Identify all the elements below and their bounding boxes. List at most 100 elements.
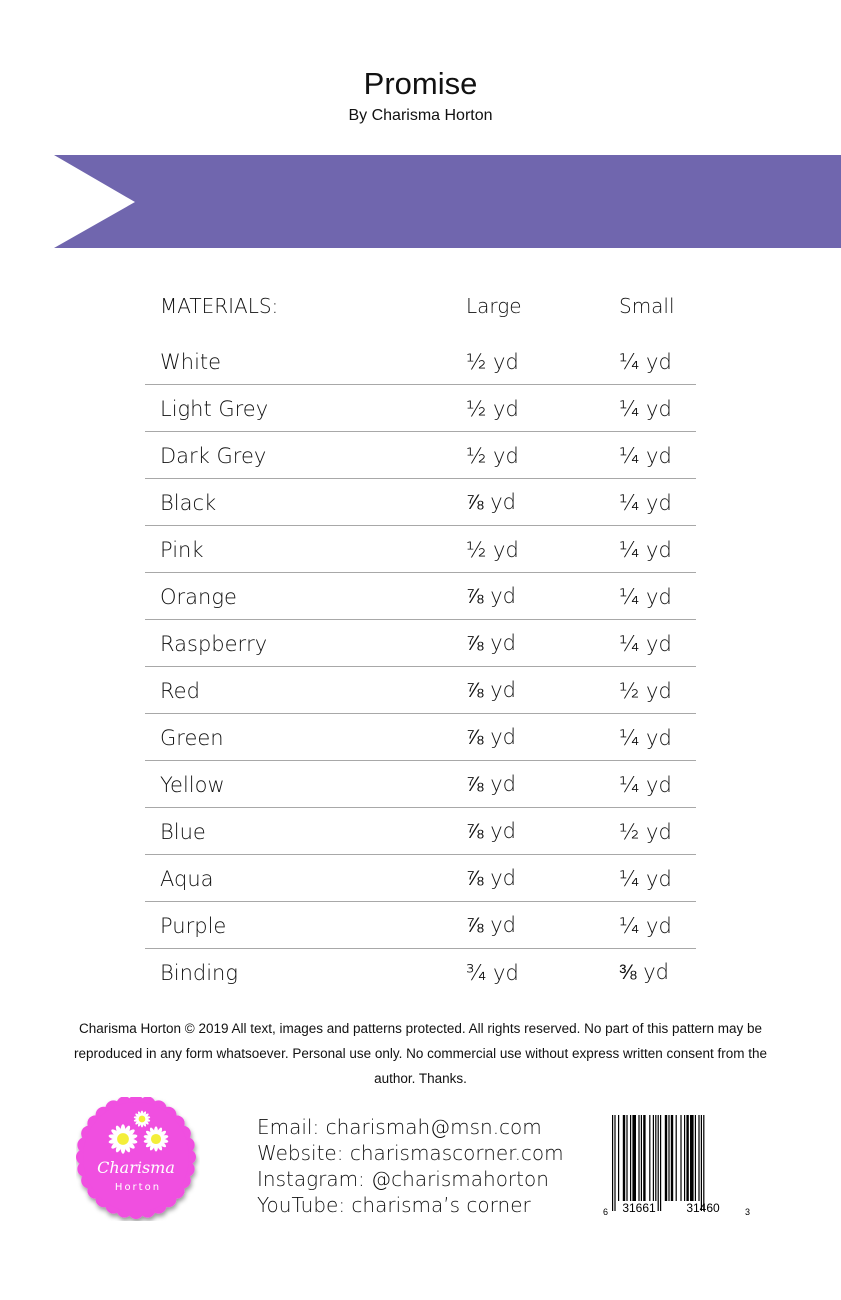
svg-text:Charisma: Charisma: [97, 1158, 175, 1177]
barcode-bar: [675, 1115, 677, 1201]
contact-website: Website: charismascorner.com: [257, 1141, 564, 1165]
barcode-bar: [703, 1115, 705, 1211]
large-amount: ⅞ yd: [466, 490, 516, 514]
barcode-bar: [655, 1115, 657, 1201]
large-amount: ⅞ yd: [466, 631, 516, 655]
table-row: Red ⅞ yd ½ yd: [145, 667, 696, 714]
small-amount: ½ yd: [619, 679, 672, 703]
small-amount: ½ yd: [619, 820, 672, 844]
pattern-title: Promise: [363, 66, 478, 101]
material-name: Black: [160, 491, 217, 515]
table-row: Black ⅞ yd ¼ yd: [145, 479, 696, 526]
large-amount: ⅞ yd: [466, 913, 516, 937]
barcode-digit-last: 3: [745, 1207, 750, 1217]
barcode-bar: [700, 1115, 702, 1211]
material-name: Green: [160, 726, 224, 750]
material-name: Binding: [160, 961, 238, 985]
copyright-notice: Charisma Horton © 2019 All text, images …: [73, 1021, 768, 1086]
small-amount: ¼ yd: [619, 491, 672, 515]
material-name: Blue: [160, 820, 206, 844]
material-name: Dark Grey: [160, 444, 267, 468]
table-row: Dark Grey ½ yd ¼ yd: [145, 432, 696, 479]
small-amount: ¼ yd: [619, 350, 672, 374]
table-row: White ½ yd ¼ yd: [145, 338, 696, 385]
material-name: Aqua: [160, 867, 214, 891]
small-amount: ¼ yd: [619, 538, 672, 562]
barcode-bar: [670, 1115, 674, 1201]
small-amount: ¼ yd: [619, 632, 672, 656]
barcode-bar: [626, 1115, 628, 1201]
barcode-digits-right: 31460: [686, 1201, 720, 1215]
table-row: Pink ½ yd ¼ yd: [145, 526, 696, 573]
barcode-bar: [632, 1115, 636, 1201]
table-row: Blue ⅞ yd ½ yd: [145, 808, 696, 855]
barcode: 6 31661 31460 3: [603, 1115, 750, 1217]
barcode-bar: [643, 1115, 646, 1201]
barcode-bar: [630, 1115, 632, 1201]
material-name: Light Grey: [160, 397, 269, 421]
table-row: Yellow ⅞ yd ¼ yd: [145, 761, 696, 808]
large-amount: ⅞ yd: [466, 584, 516, 608]
barcode-bar: [664, 1115, 668, 1201]
large-amount: ½ yd: [466, 397, 519, 421]
barcode-bar: [638, 1115, 640, 1201]
header-small: Small: [619, 294, 675, 318]
table-row: Light Grey ½ yd ¼ yd: [145, 385, 696, 432]
table-row: Raspberry ⅞ yd ¼ yd: [145, 620, 696, 667]
barcode-bar: [668, 1115, 670, 1201]
material-name: Purple: [160, 914, 227, 938]
barcode-digits-left: 31661: [622, 1201, 656, 1215]
table-row: Orange ⅞ yd ¼ yd: [145, 573, 696, 620]
contact-email: Email: charismah@msn.com: [257, 1115, 542, 1139]
material-name: White: [160, 350, 222, 374]
small-amount: ¼ yd: [619, 914, 672, 938]
materials-table: MATERIALS: Large Small White ½ yd ¼ yd Ligh…: [145, 282, 696, 995]
barcode-bar: [649, 1115, 651, 1201]
large-amount: ½ yd: [466, 350, 519, 374]
small-amount: ¼ yd: [619, 726, 672, 750]
large-amount: ½ yd: [466, 444, 519, 468]
barcode-digit-first: 6: [603, 1207, 608, 1217]
small-amount: ¼ yd: [619, 867, 672, 891]
table-row: Binding ¾ yd ⅜ yd: [145, 949, 696, 995]
material-name: Red: [160, 679, 200, 703]
barcode-bar: [622, 1115, 626, 1201]
barcode-bar: [694, 1115, 696, 1201]
barcode-bar: [614, 1115, 616, 1211]
large-amount: ⅞ yd: [466, 725, 516, 749]
barcode-bar: [657, 1115, 659, 1211]
large-amount: ¾ yd: [466, 961, 519, 985]
author-byline: By Charisma Horton: [348, 107, 493, 124]
barcode-bar: [640, 1115, 642, 1201]
barcode-bar: [690, 1115, 694, 1201]
small-amount: ¼ yd: [619, 444, 672, 468]
barcode-bar: [652, 1115, 654, 1201]
purple-banner: [54, 155, 841, 248]
barcode-bar: [618, 1115, 620, 1201]
barcode-bar: [698, 1115, 700, 1201]
large-amount: ⅞ yd: [466, 678, 516, 702]
contact-youtube: YouTube: charisma’s corner: [257, 1193, 531, 1217]
large-amount: ⅞ yd: [466, 819, 516, 843]
svg-text:Horton: Horton: [115, 1182, 161, 1193]
contact-instagram: Instagram: @charismahorton: [257, 1167, 549, 1191]
barcode-bar: [680, 1115, 682, 1201]
material-name: Yellow: [160, 773, 225, 797]
large-amount: ⅞ yd: [466, 772, 516, 796]
large-amount: ⅞ yd: [466, 866, 516, 890]
small-amount: ¼ yd: [619, 397, 672, 421]
small-amount: ⅜ yd: [619, 960, 669, 984]
charisma-horton-logo: Charisma Horton: [76, 1097, 196, 1219]
barcode-bar: [686, 1115, 689, 1201]
table-row: Green ⅞ yd ¼ yd: [145, 714, 696, 761]
barcode-bar: [612, 1115, 614, 1211]
large-amount: ½ yd: [466, 538, 519, 562]
contact-info: Email: charismah@msn.com Website: charis…: [257, 1114, 564, 1218]
table-header: MATERIALS: Large Small: [145, 282, 696, 338]
header-materials: MATERIALS:: [160, 294, 279, 318]
material-name: Pink: [160, 538, 204, 562]
barcode-bar: [684, 1115, 686, 1201]
barcode-bar: [660, 1115, 662, 1211]
small-amount: ¼ yd: [619, 585, 672, 609]
small-amount: ¼ yd: [619, 773, 672, 797]
